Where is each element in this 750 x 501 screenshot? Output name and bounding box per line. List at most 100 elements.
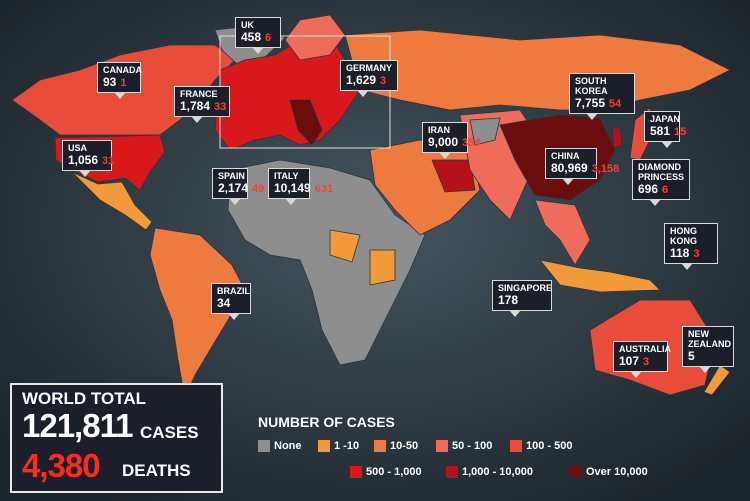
- legend-item: Over 10,000: [570, 466, 648, 478]
- callout-deaths: 33: [214, 100, 227, 113]
- callout-deaths: 1: [120, 76, 127, 89]
- callout-name: USA: [68, 143, 88, 153]
- world-total-cases: 121,811: [22, 407, 133, 444]
- callout: CHINA 80,969 3,158: [545, 148, 619, 186]
- legend-label: Over 10,000: [586, 466, 648, 478]
- world-total-deaths-label: DEATHS: [122, 461, 191, 480]
- callout: UK 458 6: [235, 17, 281, 55]
- callout-name: HONG KONG: [670, 226, 697, 246]
- callout-name: AUSTRALIA: [619, 344, 671, 354]
- callout-pointer: [439, 152, 451, 160]
- callout-pointer: [630, 371, 642, 379]
- callout: SPAIN 2,174 49: [212, 168, 264, 206]
- callout-cases: 80,969: [551, 160, 588, 175]
- callout-cases: 1,629: [346, 72, 377, 87]
- callout: HONG KONG 118 3: [664, 223, 718, 270]
- callout-name: UK: [241, 20, 254, 30]
- callout: SOUTH KOREA 7,755 54: [569, 73, 635, 120]
- callout-cases: 458: [241, 29, 262, 44]
- callout-cases: 581: [650, 123, 671, 138]
- callout: BRAZIL 34: [211, 283, 251, 321]
- legend-swatch: [446, 466, 458, 478]
- callout-name: JAPAN: [650, 114, 680, 124]
- callout-name: SINGAPORE: [498, 283, 553, 293]
- callout-cases: 1,784: [180, 98, 211, 113]
- world-total-deaths: 4,380: [22, 447, 101, 484]
- callout-row: 34: [217, 295, 245, 310]
- legend-item: 500 - 1,000: [350, 466, 422, 478]
- callout-name: IRAN: [428, 125, 450, 135]
- legend-swatch: [570, 466, 582, 478]
- callout: JAPAN 581 15: [644, 111, 686, 149]
- callout-row: 10,149 631: [274, 181, 333, 195]
- callout-deaths: 15: [674, 125, 687, 138]
- callout-deaths: 31: [102, 154, 115, 167]
- callout-row: 118 3: [670, 246, 712, 260]
- callout-pointer: [357, 90, 369, 98]
- legend-label: 100 - 500: [526, 440, 573, 452]
- callout: ITALY 10,149 631: [268, 168, 333, 206]
- callout: DIAMOND PRINCESS 696 6: [632, 159, 690, 206]
- legend-swatch: [510, 440, 522, 452]
- legend-swatch: [374, 440, 386, 452]
- callout-cases: 10,149: [274, 180, 311, 195]
- callout-row: 581 15: [650, 123, 686, 138]
- callout: GERMANY 1,629 3: [340, 60, 398, 98]
- callout-name: BRAZIL: [217, 286, 250, 296]
- callout-row: 107 3: [619, 353, 662, 368]
- legend-title: NUMBER OF CASES: [258, 414, 395, 430]
- callout-deaths: 354: [462, 136, 481, 149]
- callout-pointer: [79, 170, 91, 178]
- legend-item: 1,000 - 10,000: [446, 466, 533, 478]
- legend-label: 1 -10: [334, 440, 360, 452]
- legend-swatch: [318, 440, 330, 452]
- legend: NUMBER OF CASES None 1 -10 10-50 50 - 100 10…: [258, 414, 648, 478]
- callout-row: 93 1: [103, 75, 135, 89]
- callout-pointer: [228, 313, 240, 321]
- callout-pointer: [191, 116, 203, 124]
- callout-cases: 34: [217, 295, 231, 310]
- callout-deaths: 3: [380, 74, 387, 87]
- callout-pointer: [562, 178, 574, 186]
- callout-row: 1,056 31: [68, 153, 114, 167]
- callout-name: CANADA: [103, 65, 142, 75]
- callout-name: CHINA: [551, 151, 580, 161]
- legend-label: 1,000 - 10,000: [462, 466, 533, 478]
- legend-swatch: [350, 466, 362, 478]
- callout-deaths: 49: [252, 182, 265, 195]
- callout-row: 1,629 3: [346, 72, 392, 87]
- callout: SINGAPORE 178: [492, 280, 553, 318]
- callout-deaths: 3: [693, 247, 700, 260]
- legend-label: 10-50: [390, 440, 419, 452]
- legend-swatch: [436, 440, 448, 452]
- callout-pointer: [252, 47, 264, 55]
- callout-row: 5: [688, 349, 728, 363]
- legend-label: 500 - 1,000: [366, 466, 422, 478]
- callout-cases: 178: [498, 292, 519, 307]
- world-total-title: WORLD TOTAL: [22, 389, 147, 408]
- callout-name: SOUTH KOREA: [575, 76, 608, 96]
- legend-item: 10-50: [374, 440, 418, 452]
- callout-row: 178: [498, 292, 546, 307]
- callout-pointer: [661, 141, 673, 149]
- legend-label: 50 - 100: [452, 440, 493, 452]
- callout-name: NEW ZEALAND: [688, 329, 731, 349]
- callout-pointer: [229, 198, 241, 206]
- callout-cases: 107: [619, 353, 640, 368]
- callout-deaths: 3,158: [591, 162, 620, 175]
- legend-item: 100 - 500: [510, 440, 572, 452]
- callout-cases: 696: [638, 181, 659, 196]
- callout: NEW ZEALAND 5: [682, 326, 734, 373]
- callout-deaths: 54: [609, 97, 622, 110]
- callout-row: 80,969 3,158: [551, 160, 619, 175]
- callout-cases: 2,174: [218, 180, 249, 195]
- callout-row: 2,174 49: [218, 181, 264, 195]
- callout: IRAN 9,000 354: [422, 122, 480, 160]
- legend-item: None: [258, 440, 302, 452]
- callout-row: 458 6: [241, 29, 275, 44]
- callout: AUSTRALIA 107 3: [613, 341, 671, 379]
- callout-row: 9,000 354: [428, 135, 480, 149]
- callout: USA 1,056 31: [62, 140, 114, 178]
- callout-deaths: 3: [643, 355, 650, 368]
